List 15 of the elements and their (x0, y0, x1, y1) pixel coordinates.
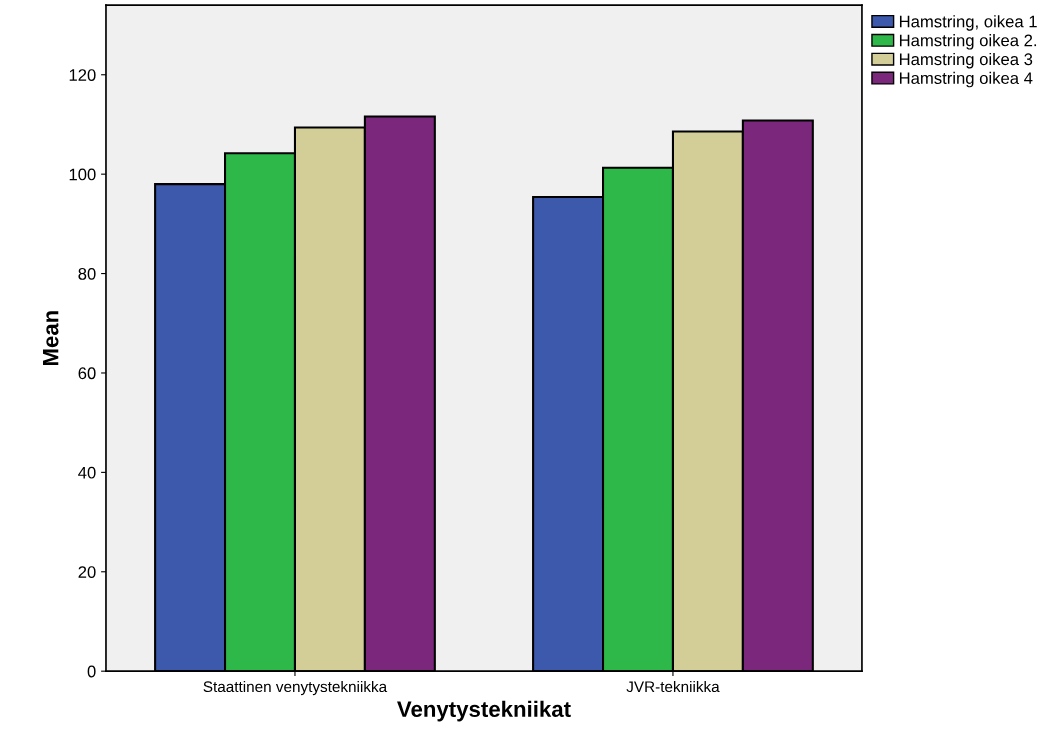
legend-label: Hamstring oikea 2. (899, 34, 1037, 50)
y-tick-label: 20 (78, 566, 96, 578)
y-tick-label: 80 (78, 267, 96, 280)
x-tick-label: JVR-tekniikka (626, 680, 720, 693)
y-tick-label: 60 (78, 367, 96, 380)
y-axis-title: Mean (42, 311, 59, 366)
y-tick-label: 120 (69, 69, 96, 81)
x-axis-title: Venytystekniikat (397, 700, 571, 722)
x-tick-label: Staattinen venytystekniikka (203, 680, 388, 696)
legend-label: Hamstring oikea 3 (899, 52, 1033, 69)
legend-label: Hamstring, oikea 1 (899, 15, 1037, 31)
y-tick-label: 100 (69, 168, 96, 181)
legend-label: Hamstring oikea 4 (899, 71, 1033, 88)
y-tick-label: 0 (87, 665, 96, 678)
y-tick-label: 40 (78, 466, 96, 479)
